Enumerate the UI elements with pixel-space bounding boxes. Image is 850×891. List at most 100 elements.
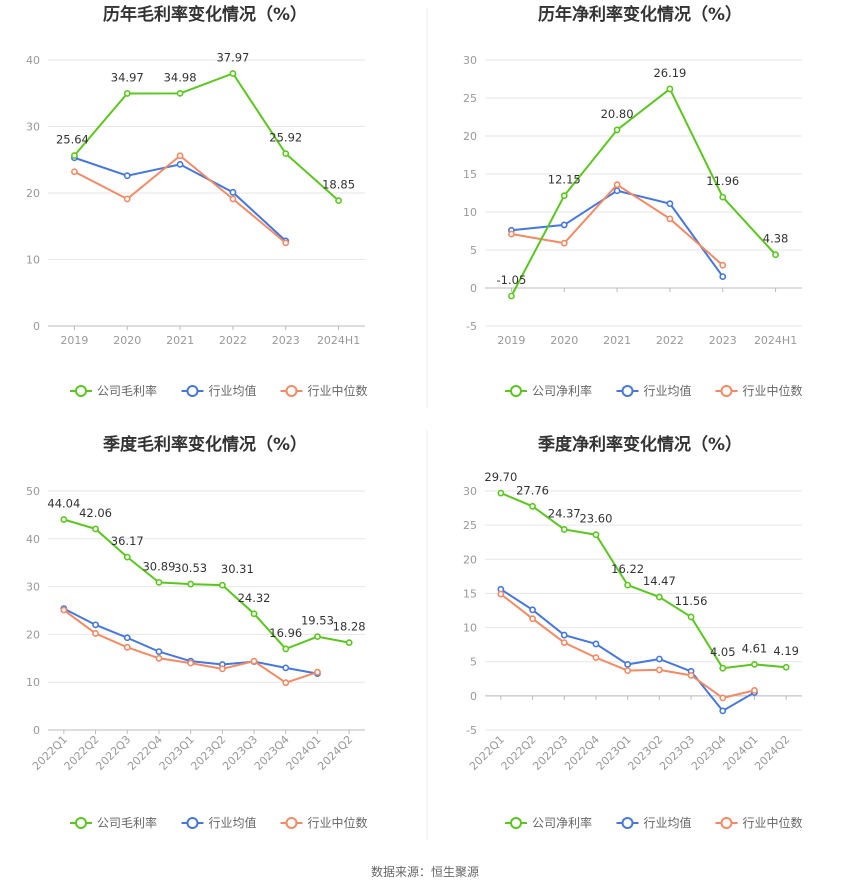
legend-item-avg: 行业均值: [616, 815, 692, 830]
data-point-avg: [592, 640, 600, 648]
data-label: 4.38: [763, 232, 789, 246]
y-tick-label: 0: [470, 282, 477, 295]
data-label: 11.56: [675, 594, 708, 608]
legend-marker: [621, 817, 634, 829]
data-label: 25.92: [269, 131, 302, 145]
data-point-avg: [529, 606, 536, 614]
y-tick-label: 5: [470, 244, 477, 257]
data-point-company: [719, 664, 727, 672]
data-point-median: [624, 667, 632, 674]
data-label: 42.06: [79, 506, 112, 520]
series-line-company: [510, 87, 777, 297]
data-point-median: [155, 654, 163, 662]
data-point-avg: [719, 707, 727, 715]
series-line-company: [73, 72, 340, 202]
data-label: 18.28: [333, 620, 366, 634]
data-point-median: [560, 639, 568, 646]
y-tick-label: 0: [470, 690, 477, 703]
x-tick-label: 2024H1: [754, 334, 797, 347]
data-point-median: [719, 694, 727, 702]
y-tick-label: 20: [463, 553, 477, 566]
data-label: 26.19: [653, 66, 686, 80]
data-label: 12.15: [548, 173, 581, 187]
legend-item-median: 行业中位数: [280, 815, 368, 830]
legend-item-avg: 行业均值: [181, 815, 257, 830]
y-tick-label: 15: [463, 587, 477, 600]
data-point-median: [250, 657, 258, 665]
y-tick-label: 10: [26, 676, 40, 689]
data-point-median: [314, 668, 321, 676]
y-tick-label: 30: [26, 121, 40, 134]
data-label: 16.96: [269, 626, 302, 640]
data-label: 30.89: [142, 559, 175, 573]
data-label: 14.47: [643, 574, 676, 588]
legend-label: 行业均值: [209, 815, 257, 830]
chart-title: 历年净利率变化情况（%）: [538, 4, 742, 25]
data-point-company: [176, 89, 184, 97]
chart-panel-3: 季度毛利率变化情况（%）010203040502022Q12022Q22022Q…: [26, 434, 368, 830]
data-point-avg: [560, 221, 568, 229]
chart-title: 历年毛利率变化情况（%）: [103, 4, 307, 25]
y-tick-label: 25: [463, 92, 477, 105]
legend-marker: [621, 385, 634, 397]
chart-panel-2: 历年净利率变化情况（%） -5 0 5 10 15 20 25 30 2019 2020 2021 20…: [463, 4, 803, 398]
x-tick-label: 2024H1: [317, 334, 360, 347]
y-tick-label: 20: [26, 628, 40, 641]
data-point-company: [335, 197, 342, 205]
data-point-median: [497, 590, 505, 598]
y-tick-label: 25: [463, 519, 477, 532]
data-point-median: [751, 686, 758, 694]
data-point-median: [655, 666, 663, 674]
y-tick-label: 15: [463, 168, 477, 181]
data-point-median: [508, 230, 515, 238]
data-point-median: [60, 606, 68, 614]
y-tick-label: 0: [33, 724, 40, 737]
data-point-company: [560, 192, 568, 200]
data-label: 4.61: [742, 641, 768, 655]
legend-label: 行业均值: [644, 383, 692, 398]
data-point-avg: [666, 200, 674, 208]
chart-title: 季度净利率变化情况（%）: [538, 434, 742, 455]
data-point-avg: [613, 187, 621, 195]
legend-item-company: 公司毛利率: [70, 383, 157, 398]
data-point-company: [560, 526, 568, 533]
chart-panel-1: 历年毛利率变化情况（%） 0 10 20 30 40 2019 2020 2021 2022 202…: [26, 4, 368, 398]
data-point-avg: [92, 621, 99, 629]
x-tick-label: 2020: [113, 334, 141, 347]
data-point-median: [613, 181, 621, 189]
y-tick-label: 10: [26, 254, 40, 267]
data-point-avg: [229, 188, 237, 196]
legend-item-median: 行业中位数: [280, 383, 368, 398]
legend-item-company: 公司毛利率: [70, 815, 157, 830]
x-tick-label: 2020: [550, 334, 578, 347]
legend-label: 行业中位数: [308, 383, 368, 398]
data-point-company: [529, 502, 536, 510]
data-label: 29.70: [484, 470, 517, 484]
legend-marker: [186, 385, 199, 397]
data-point-median: [123, 643, 131, 651]
y-tick-label: -5: [466, 320, 477, 333]
data-point-avg: [155, 648, 163, 656]
data-point-company: [155, 578, 163, 586]
data-label: 11.96: [706, 174, 739, 188]
y-tick-label: 40: [26, 54, 40, 67]
legend-label: 行业中位数: [743, 383, 803, 398]
data-label: 18.85: [322, 178, 355, 192]
data-point-company: [655, 593, 663, 601]
data-point-company: [92, 525, 99, 533]
data-label: -1.05: [497, 273, 527, 287]
data-point-company: [218, 581, 226, 589]
legend-label: 行业中位数: [743, 815, 803, 830]
legend-label: 公司毛利率: [97, 383, 157, 398]
data-point-company: [772, 251, 779, 259]
data-point-median: [229, 195, 237, 203]
data-point-avg: [624, 661, 632, 668]
legend-item-median: 行业中位数: [715, 383, 803, 398]
legend-marker: [720, 385, 733, 397]
data-point-median: [92, 630, 99, 637]
x-tick-label: 2023: [709, 334, 737, 347]
data-point-median: [123, 195, 131, 203]
data-label: 30.31: [221, 562, 254, 576]
data-point-median: [592, 654, 600, 662]
